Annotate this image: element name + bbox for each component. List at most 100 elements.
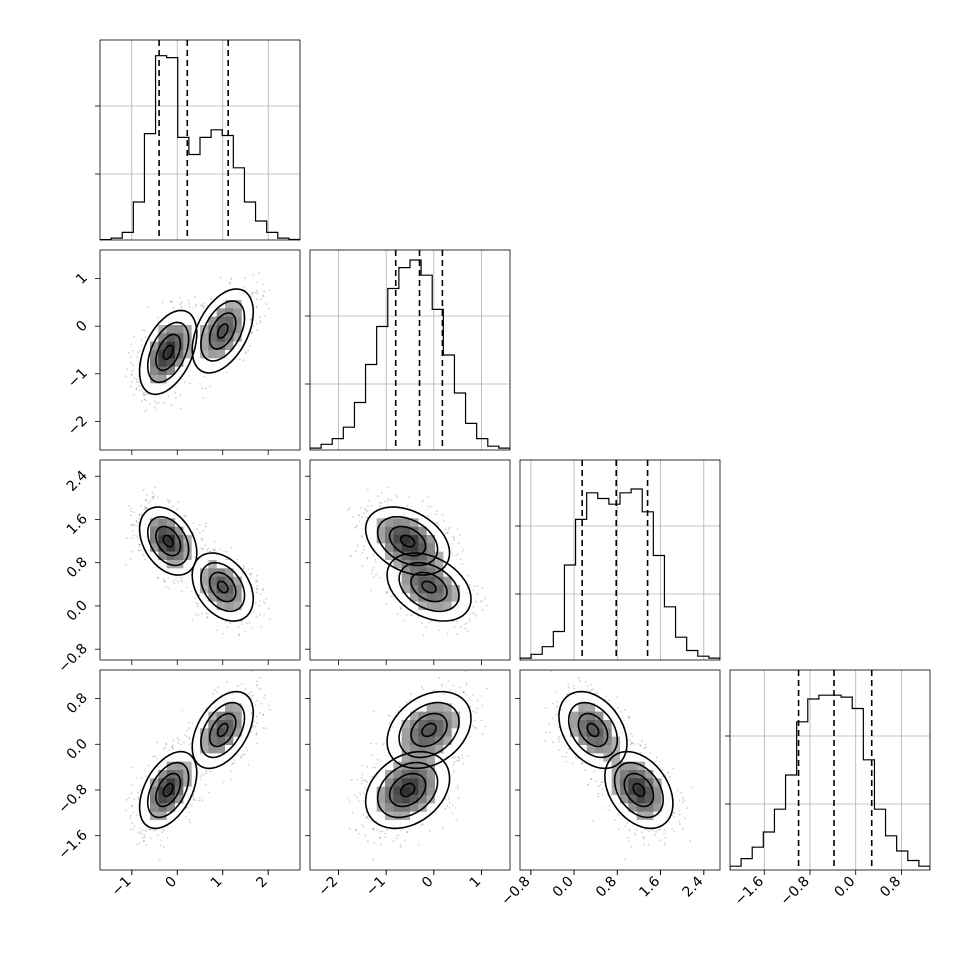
sample-point bbox=[178, 303, 181, 306]
sample-point bbox=[196, 605, 199, 608]
histogram-step-0 bbox=[100, 55, 300, 240]
sample-point bbox=[245, 622, 248, 625]
sample-point bbox=[133, 335, 136, 338]
sample-point bbox=[252, 325, 255, 328]
sample-point bbox=[144, 329, 146, 332]
density-cell bbox=[158, 501, 168, 511]
sample-point bbox=[265, 597, 267, 600]
density-cell bbox=[191, 366, 201, 376]
sample-point bbox=[240, 620, 242, 623]
sample-point bbox=[213, 549, 216, 552]
density-cell bbox=[200, 366, 209, 376]
sample-point bbox=[229, 282, 232, 285]
density-cell bbox=[208, 341, 218, 351]
sample-point bbox=[251, 292, 254, 294]
sample-point bbox=[155, 408, 158, 411]
sample-point bbox=[256, 292, 259, 295]
sample-point bbox=[130, 381, 133, 383]
sample-point bbox=[131, 550, 134, 553]
sample-point bbox=[163, 580, 166, 583]
sample-point bbox=[211, 548, 214, 551]
sample-point bbox=[219, 276, 222, 279]
sample-point bbox=[196, 528, 198, 531]
sample-point bbox=[255, 587, 258, 590]
sample-point bbox=[133, 511, 136, 514]
sample-point bbox=[157, 401, 160, 404]
sample-point bbox=[145, 507, 148, 509]
density-cell bbox=[133, 366, 143, 376]
sample-point bbox=[244, 288, 246, 291]
sample-point bbox=[226, 626, 229, 629]
contour-1-2 bbox=[208, 312, 237, 350]
sample-point bbox=[198, 523, 201, 526]
sample-point bbox=[210, 296, 213, 299]
sample-point bbox=[137, 523, 140, 525]
sample-point bbox=[252, 291, 254, 294]
sample-point bbox=[255, 322, 258, 325]
sample-point bbox=[229, 622, 232, 625]
sample-point bbox=[237, 633, 240, 636]
density-cell bbox=[225, 300, 234, 309]
sample-point bbox=[269, 289, 271, 292]
sample-point bbox=[204, 522, 207, 525]
sample-point bbox=[242, 285, 245, 288]
sample-point bbox=[256, 329, 259, 331]
density-cell bbox=[141, 350, 151, 359]
density-cell bbox=[250, 308, 259, 318]
sample-point bbox=[138, 543, 141, 546]
density-cell bbox=[233, 325, 243, 334]
density-cell bbox=[183, 358, 193, 368]
sample-point bbox=[256, 298, 258, 301]
density-cell bbox=[241, 325, 251, 334]
sample-point bbox=[144, 558, 147, 561]
sample-point bbox=[179, 407, 182, 410]
sample-point bbox=[241, 623, 243, 625]
sample-point bbox=[139, 549, 141, 552]
density-cell bbox=[216, 341, 226, 351]
sample-point bbox=[132, 349, 135, 352]
sample-point bbox=[209, 297, 212, 300]
sample-point bbox=[256, 581, 259, 583]
sample-point bbox=[188, 306, 191, 309]
sample-point bbox=[171, 300, 174, 303]
sample-point bbox=[168, 587, 171, 590]
panel-1-0: −2−101 bbox=[65, 249, 301, 455]
sample-point bbox=[131, 530, 134, 532]
sample-point bbox=[251, 331, 254, 334]
sample-point bbox=[151, 491, 154, 494]
sample-point bbox=[130, 524, 133, 527]
sample-point bbox=[262, 294, 264, 297]
sample-point bbox=[125, 367, 128, 370]
sample-point bbox=[129, 361, 132, 364]
sample-point bbox=[181, 581, 184, 583]
sample-point bbox=[254, 291, 257, 294]
density-cell bbox=[150, 375, 159, 384]
sample-point bbox=[135, 380, 138, 383]
contour-1-1 bbox=[200, 300, 246, 362]
sample-point bbox=[245, 351, 248, 353]
sample-point bbox=[174, 578, 177, 581]
sample-point bbox=[142, 393, 145, 395]
sample-point bbox=[153, 486, 156, 489]
panel-2-0: −0.80.00.81.62.4 bbox=[55, 459, 301, 676]
sample-point bbox=[202, 530, 204, 532]
sample-point bbox=[251, 568, 254, 570]
sample-point bbox=[144, 505, 147, 507]
density-cell bbox=[183, 333, 193, 343]
sample-point bbox=[133, 377, 136, 380]
sample-point bbox=[228, 281, 231, 284]
sample-point bbox=[142, 554, 145, 556]
sample-point bbox=[137, 549, 140, 552]
sample-point bbox=[130, 356, 132, 359]
density-cell bbox=[175, 308, 184, 318]
sample-point bbox=[144, 499, 147, 502]
sample-point bbox=[203, 306, 205, 309]
density-cell bbox=[216, 308, 226, 318]
y-tick-label: −2 bbox=[65, 413, 91, 439]
sample-point bbox=[140, 505, 142, 507]
sample-point bbox=[202, 547, 205, 550]
sample-point bbox=[138, 385, 141, 387]
panel-frame bbox=[309, 249, 511, 451]
sample-point bbox=[197, 614, 200, 616]
sample-point bbox=[244, 276, 247, 279]
